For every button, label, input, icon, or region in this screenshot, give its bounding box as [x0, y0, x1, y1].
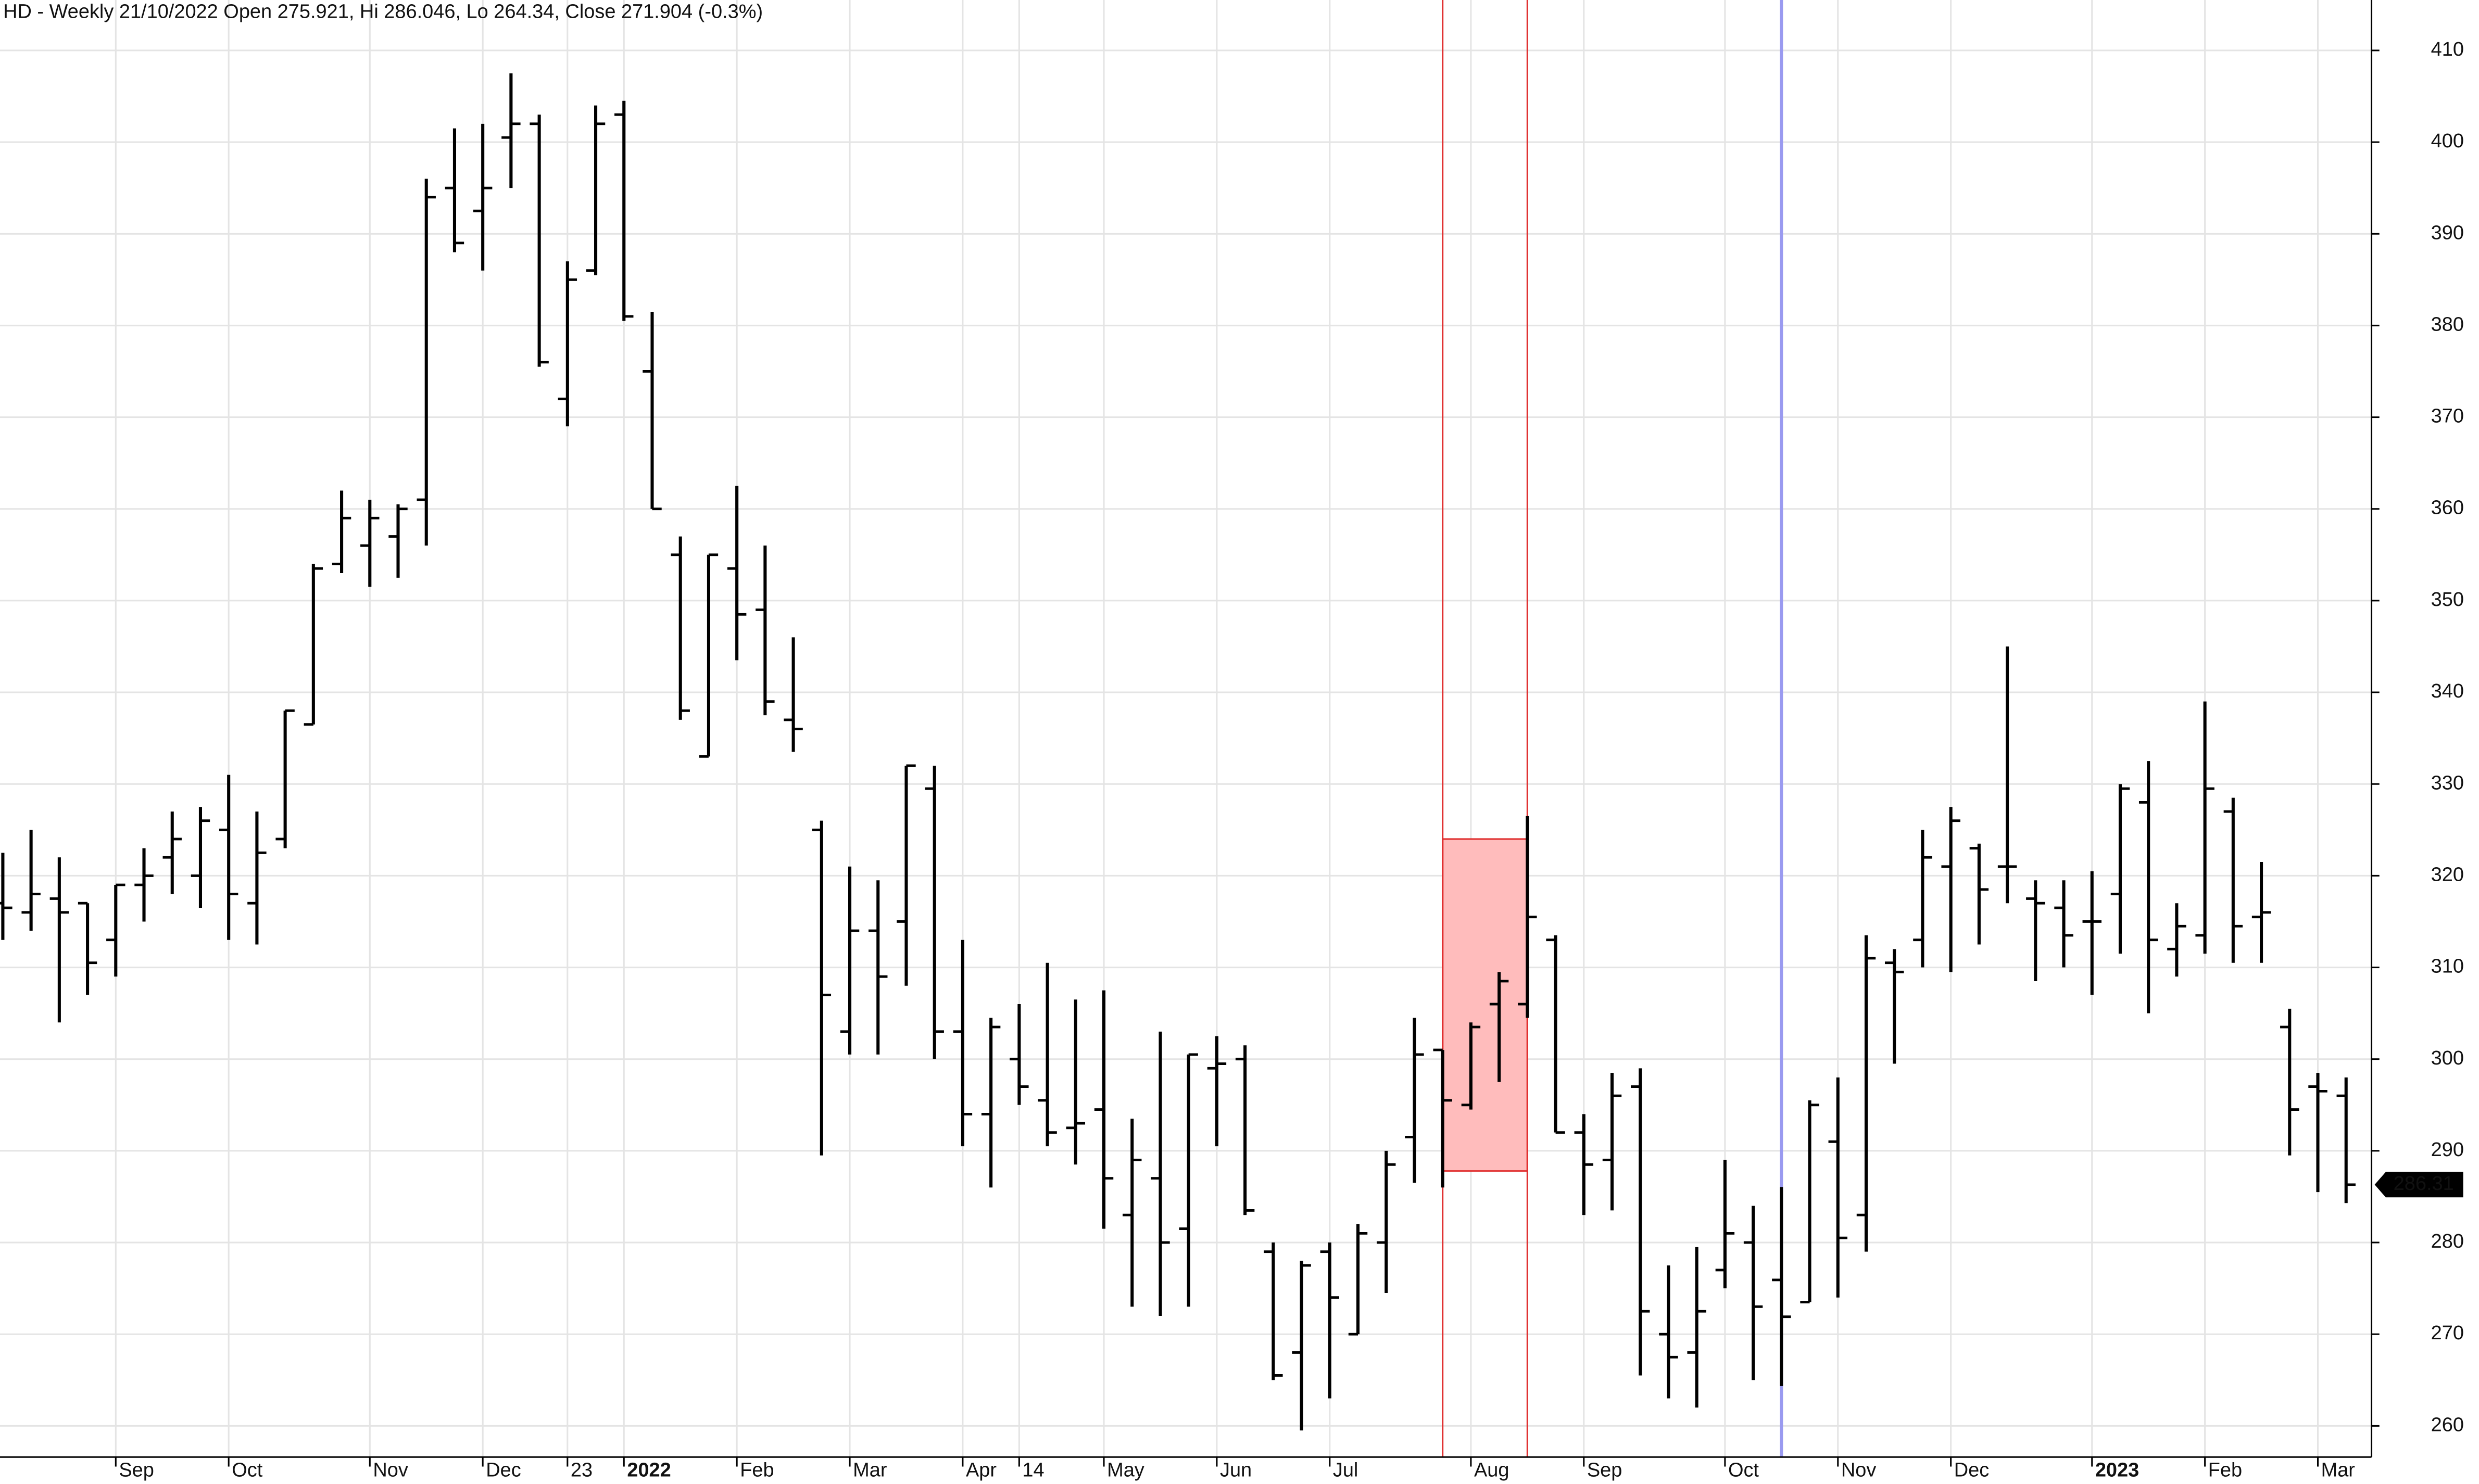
x-tick-label: Jun	[1220, 1460, 1252, 1481]
x-tick-label: Aug	[1474, 1460, 1509, 1481]
y-tick-label: 260	[2431, 1414, 2464, 1436]
y-tick-label: 380	[2431, 313, 2464, 335]
x-tick-label: Dec	[486, 1460, 521, 1481]
x-tick-label: Sep	[119, 1460, 154, 1481]
x-tick-label: Feb	[740, 1460, 774, 1481]
x-tick-label: Nov	[373, 1460, 408, 1481]
price-tag-label: 286.31	[2394, 1173, 2454, 1195]
y-tick-label: 350	[2431, 589, 2464, 611]
y-tick-label: 270	[2431, 1322, 2464, 1344]
x-tick-label: 2022	[627, 1460, 671, 1481]
y-tick-label: 360	[2431, 497, 2464, 519]
highlight-box	[1442, 838, 1528, 1172]
y-tick-label: 290	[2431, 1139, 2464, 1161]
x-tick-label: 2023	[2095, 1460, 2139, 1481]
y-tick-label: 300	[2431, 1047, 2464, 1069]
y-tick-label: 340	[2431, 680, 2464, 702]
y-tick-label: 330	[2431, 772, 2464, 794]
grid	[0, 0, 2372, 1457]
y-tick-label: 390	[2431, 222, 2464, 244]
x-tick-label: Mar	[853, 1460, 887, 1481]
chart-title: HD - Weekly 21/10/2022 Open 275.921, Hi …	[3, 1, 763, 22]
x-tick-label: 23	[571, 1460, 593, 1481]
y-tick-label: 320	[2431, 864, 2464, 885]
x-tick-label: Mar	[2321, 1460, 2356, 1481]
bars	[0, 73, 2356, 1431]
x-tick-label: Oct	[232, 1460, 262, 1481]
x-tick-label: Jul	[1333, 1460, 1358, 1481]
y-tick-label: 410	[2431, 39, 2464, 60]
y-tick-label: 370	[2431, 405, 2464, 427]
x-tick-label: Nov	[1841, 1460, 1876, 1481]
annotations	[1442, 0, 1783, 1457]
y-tick-label: 280	[2431, 1231, 2464, 1252]
x-tick-label: May	[1107, 1460, 1144, 1481]
price-tag	[2374, 1172, 2463, 1198]
x-tick-label: Sep	[1587, 1460, 1622, 1481]
x-tick-label: Dec	[1954, 1460, 1989, 1481]
y-tick-label: 310	[2431, 956, 2464, 978]
x-tick-label: 14	[1022, 1460, 1044, 1481]
x-tick-label: Apr	[966, 1460, 997, 1481]
x-tick-label: Oct	[1728, 1460, 1759, 1481]
y-tick-label: 400	[2431, 130, 2464, 152]
x-tick-label: Feb	[2208, 1460, 2242, 1481]
